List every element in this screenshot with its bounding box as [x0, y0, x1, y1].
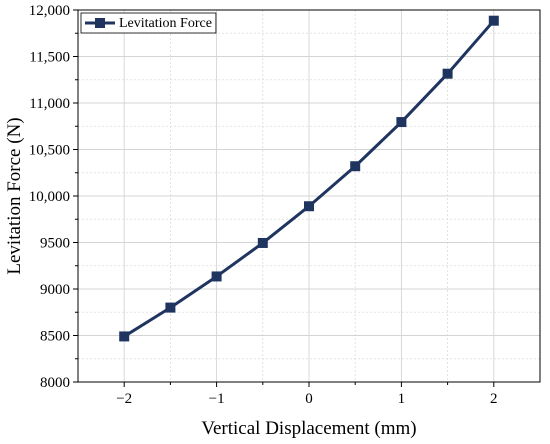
legend-label: Levitation Force	[119, 16, 212, 31]
y-tick-label: 11,000	[29, 96, 70, 112]
y-tick-label: 11,500	[29, 50, 70, 66]
legend-box	[80, 12, 217, 34]
y-tick-label: 12,000	[29, 3, 70, 19]
data-point-marker	[257, 237, 268, 248]
x-tick-label: 2	[490, 391, 498, 407]
x-tick-label: −2	[116, 391, 132, 407]
x-tick-label: 0	[305, 391, 313, 407]
x-tick-label: 1	[398, 391, 406, 407]
data-point-marker	[165, 302, 176, 313]
y-tick-label: 8500	[40, 329, 70, 345]
y-tick-label: 8000	[40, 375, 70, 391]
series-layer	[119, 15, 499, 342]
y-tick-label: 10,000	[29, 189, 70, 205]
data-point-marker	[350, 161, 361, 172]
legend-marker-swatch	[95, 18, 105, 28]
data-point-marker	[211, 271, 222, 282]
x-axis-title: Vertical Displacement (mm)	[201, 418, 416, 439]
y-tick-label: 10,500	[29, 143, 70, 159]
data-point-marker	[442, 68, 453, 79]
grid-layer	[78, 9, 540, 383]
y-tick-label: 9500	[40, 236, 70, 252]
data-point-marker	[488, 15, 499, 26]
y-axis-title: Levitation Force (N)	[4, 117, 25, 274]
legend: Levitation Force	[80, 12, 217, 34]
ticks-layer: −2 −1 0 1 2 8000 8500 9000 9500 10,000 10,500 11,00…	[29, 3, 498, 407]
y-tick-label: 9000	[40, 282, 70, 298]
data-point-marker	[119, 331, 130, 342]
data-point-marker	[396, 117, 407, 128]
x-tick-label: −1	[209, 391, 225, 407]
data-point-marker	[304, 201, 314, 212]
